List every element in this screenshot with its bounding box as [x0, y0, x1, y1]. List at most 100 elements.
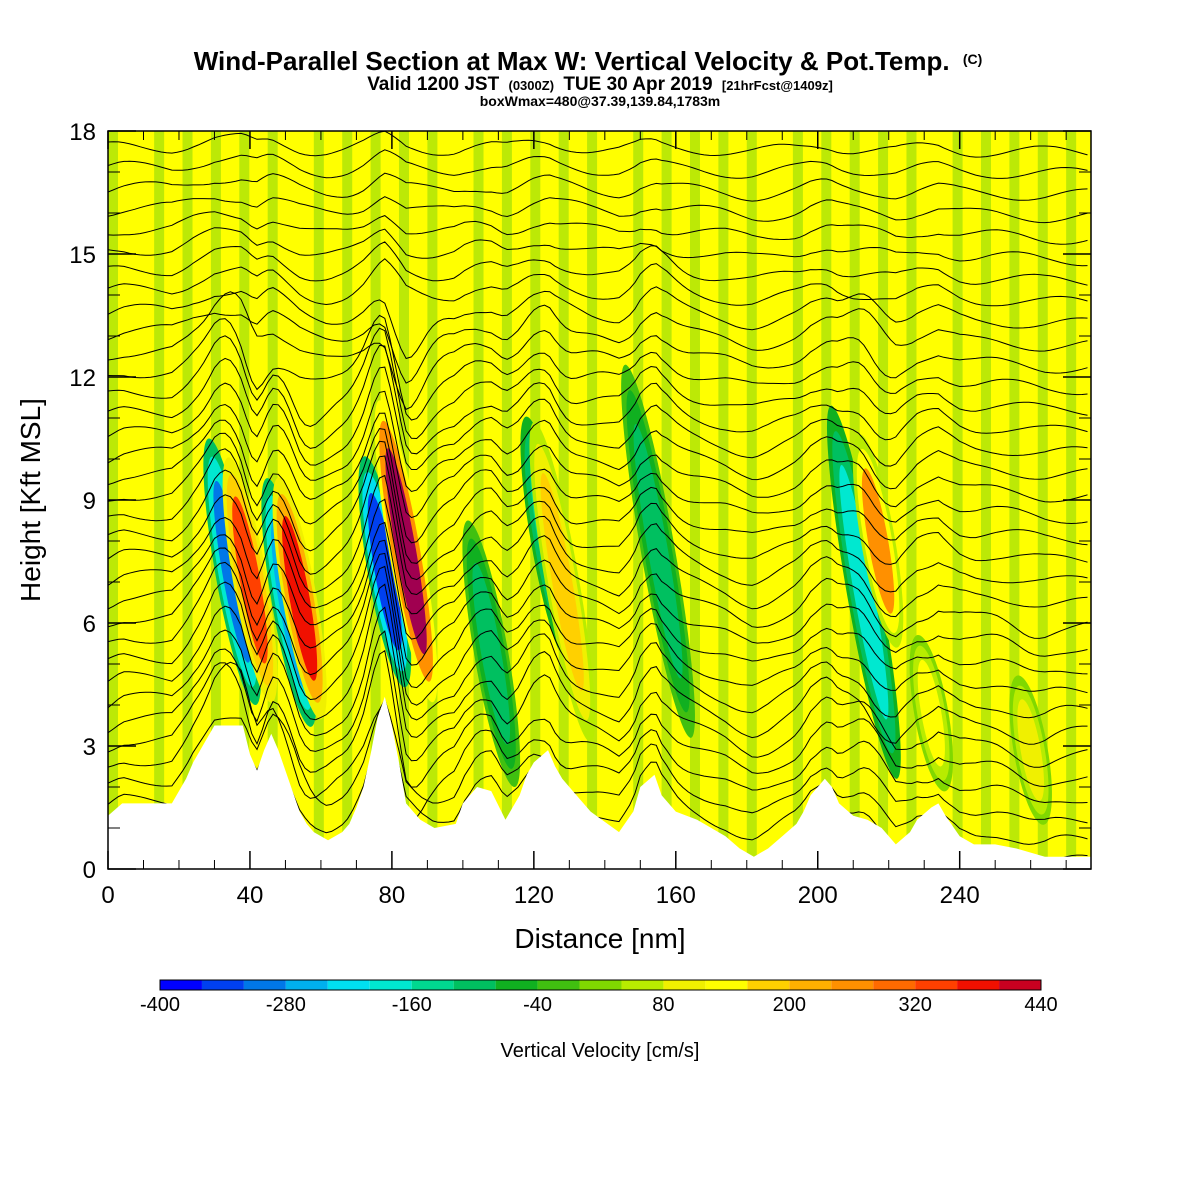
colorbar-tick-label: 200: [773, 994, 806, 1016]
subtitle-fcst: [21hrFcst@1409z]: [722, 78, 833, 93]
theta-contour: [108, 661, 1088, 822]
chart-subtitle: Valid 1200 JST (0300Z) TUE 30 Apr 2019 […: [367, 74, 833, 95]
chart-title-main: Wind-Parallel Section at Max W: Vertical…: [194, 46, 950, 76]
theta-contour: [108, 314, 1088, 421]
theta-contour: [108, 521, 1088, 640]
colorbar-swatch: [243, 980, 286, 990]
field-band: [746, 131, 757, 869]
theta-contour: [108, 304, 1088, 384]
theta-contour: [108, 455, 1088, 581]
velocity-feature: [540, 472, 584, 692]
theta-contour: [108, 149, 1088, 179]
theta-contour: [108, 390, 1088, 493]
theta-contour: [108, 552, 1088, 689]
theta-contour: [108, 227, 1088, 267]
velocity-feature: [917, 659, 945, 767]
field-band: [342, 131, 353, 869]
theta-contour: [108, 583, 1088, 721]
field-band: [1009, 131, 1020, 869]
colorbar-swatch: [495, 980, 538, 990]
x-tick-label: 200: [798, 882, 838, 909]
y-tick-label: 15: [69, 242, 96, 269]
theta-contours: [108, 131, 1088, 869]
colorbar-swatch: [831, 980, 874, 990]
field-band: [952, 131, 963, 869]
velocity-feature: [282, 516, 318, 681]
x-tick-label: 80: [379, 882, 406, 909]
velocity-feature: [1017, 699, 1044, 802]
field-band: [792, 131, 803, 869]
colorbar-swatch: [411, 980, 454, 990]
chart-title: Wind-Parallel Section at Max W: Vertical…: [194, 46, 983, 76]
velocity-feature: [861, 468, 895, 614]
colorbar-swatch: [201, 980, 244, 990]
colorbar-swatch: [285, 980, 328, 990]
x-axis-label: Distance [nm]: [514, 923, 685, 954]
colorbar-tick-label: -400: [140, 994, 180, 1016]
theta-contour: [108, 539, 1088, 666]
colorbar-tick-label: 80: [652, 994, 674, 1016]
field-band: [558, 131, 569, 869]
field-band: [689, 131, 700, 869]
theta-contour: [108, 498, 1088, 618]
colorbar-swatch: [621, 980, 664, 990]
field-band: [154, 131, 165, 869]
terrain-mask: [108, 696, 1091, 869]
velocity-feature: [472, 562, 511, 745]
theta-contour: [108, 649, 1088, 788]
colorbar-swatch: [369, 980, 412, 990]
field-band: [313, 131, 324, 869]
colorbar-tick-label: -40: [523, 994, 552, 1016]
colorbar-swatch: [160, 980, 202, 990]
field-band: [587, 131, 598, 869]
x-tick-label: 120: [514, 882, 554, 909]
theta-contour: [108, 291, 1088, 410]
colorbar-swatch: [537, 980, 580, 990]
velocity-feature: [839, 465, 889, 720]
field-band: [718, 131, 729, 869]
colorbar-tick-label: 440: [1024, 994, 1057, 1016]
y-tick-label: 3: [83, 734, 96, 761]
theta-contour: [108, 131, 1088, 158]
x-tick-label: 0: [101, 882, 114, 909]
colorbar-swatch: [705, 980, 748, 990]
colorbar-swatch: [747, 980, 790, 990]
colorbar-tick-label: 320: [898, 994, 931, 1016]
theta-contour: [108, 327, 1088, 440]
theta-contour: [108, 440, 1088, 564]
colorbar-frame: [159, 979, 1042, 991]
y-tick-label: 18: [69, 119, 96, 146]
chart-subtitle-2: boxWmax=480@37.39,139.84,1783m: [480, 93, 721, 109]
theta-contour: [108, 366, 1088, 470]
colorbar-swatch: [663, 980, 706, 990]
subtitle-date: TUE 30 Apr 2019: [563, 74, 712, 95]
theta-contour: [108, 241, 1088, 286]
colorbar-swatch: [579, 980, 622, 990]
theta-contour: [108, 630, 1088, 768]
colorbar-swatch: [327, 980, 370, 990]
field-band: [473, 131, 484, 869]
theta-contour: [108, 428, 1088, 544]
theta-contour: [108, 474, 1088, 596]
field-band: [821, 131, 832, 869]
theta-contour: [108, 196, 1088, 224]
chart-title-suffix: (C): [963, 51, 982, 67]
colorbar-tick-label: -280: [266, 994, 306, 1016]
field-band: [906, 131, 917, 869]
theta-contour: [108, 412, 1088, 519]
theta-contour: [108, 344, 1088, 455]
y-tick-label: 6: [83, 611, 96, 638]
colorbar-swatch: [873, 980, 916, 990]
theta-contour: [108, 286, 1088, 360]
field-band: [1037, 131, 1048, 869]
colorbar: [159, 979, 1042, 991]
theta-contour: [108, 258, 1088, 307]
field-band: [980, 131, 991, 869]
theta-contour: [108, 172, 1088, 202]
theta-contour: [108, 565, 1088, 706]
theta-contour: [108, 606, 1088, 745]
x-axis: 0 40 80 120 160 200 240: [101, 131, 1067, 909]
x-tick-label: 40: [237, 882, 264, 909]
plot-area: [107, 130, 1092, 870]
